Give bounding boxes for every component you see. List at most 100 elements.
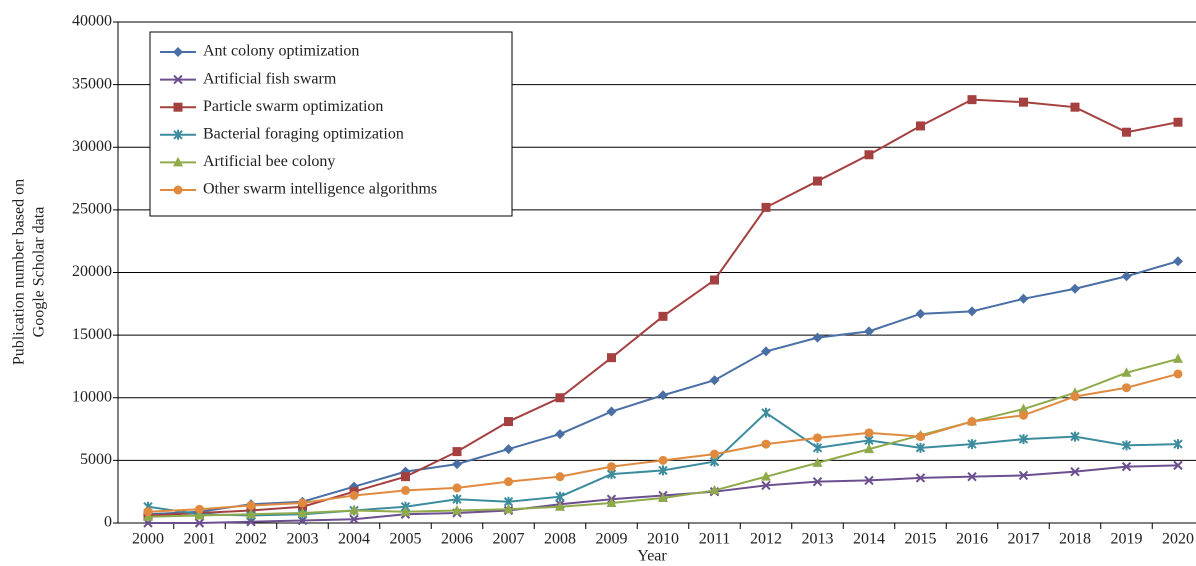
marker bbox=[864, 150, 874, 160]
x-tick-label: 2005 bbox=[390, 531, 422, 548]
marker bbox=[401, 472, 410, 482]
x-tick-label: 2004 bbox=[338, 531, 370, 548]
marker bbox=[1018, 434, 1029, 445]
marker bbox=[915, 473, 926, 483]
marker bbox=[555, 393, 565, 403]
y-tick-label: 5000 bbox=[80, 451, 112, 468]
marker bbox=[452, 504, 462, 515]
marker bbox=[607, 462, 616, 472]
marker bbox=[452, 447, 462, 457]
marker bbox=[709, 484, 720, 495]
marker bbox=[298, 498, 307, 508]
x-tick-label: 2013 bbox=[802, 531, 834, 548]
marker bbox=[761, 471, 771, 481]
x-tick-label: 2000 bbox=[132, 531, 164, 548]
marker bbox=[452, 459, 462, 470]
marker bbox=[349, 514, 359, 524]
marker bbox=[1122, 127, 1131, 137]
marker bbox=[1173, 256, 1183, 267]
marker bbox=[1121, 440, 1132, 451]
marker bbox=[1019, 97, 1028, 107]
marker bbox=[503, 444, 514, 455]
x-tick-label: 2020 bbox=[1162, 531, 1194, 548]
marker bbox=[173, 129, 183, 140]
x-tick-label: 2008 bbox=[544, 531, 576, 548]
marker bbox=[1070, 391, 1080, 401]
marker bbox=[194, 509, 205, 520]
marker bbox=[1019, 410, 1028, 420]
marker bbox=[194, 518, 205, 528]
marker bbox=[709, 375, 720, 386]
y-tick-label: 0 bbox=[104, 514, 112, 531]
marker bbox=[173, 185, 183, 195]
marker bbox=[916, 432, 925, 442]
x-tick-label: 2015 bbox=[905, 531, 937, 548]
x-tick-label: 2019 bbox=[1111, 531, 1143, 548]
marker bbox=[1173, 117, 1183, 127]
legend-label: Ant colony optimization bbox=[203, 43, 359, 60]
x-tick-label: 2002 bbox=[235, 531, 267, 548]
y-tick-label: 15000 bbox=[72, 326, 112, 343]
marker bbox=[1173, 460, 1183, 471]
marker bbox=[710, 449, 719, 459]
marker bbox=[1121, 461, 1132, 472]
y-tick-label: 40000 bbox=[72, 13, 112, 30]
legend-box bbox=[149, 31, 513, 217]
x-tick-label: 2016 bbox=[956, 531, 988, 548]
marker bbox=[1173, 369, 1183, 379]
x-tick-label: 2003 bbox=[287, 531, 319, 548]
marker bbox=[1018, 470, 1029, 481]
x-tick-label: 2011 bbox=[699, 531, 730, 548]
marker bbox=[555, 491, 565, 502]
y-tick-label: 10000 bbox=[72, 388, 112, 405]
marker bbox=[452, 494, 462, 505]
x-axis-label: Year bbox=[637, 548, 667, 565]
marker bbox=[452, 483, 462, 493]
marker bbox=[246, 500, 256, 510]
marker bbox=[1121, 271, 1132, 282]
marker bbox=[1122, 383, 1131, 393]
marker bbox=[400, 506, 411, 516]
marker bbox=[504, 417, 513, 427]
marker bbox=[658, 390, 668, 401]
x-tick-label: 2017 bbox=[1008, 531, 1040, 548]
marker bbox=[297, 507, 308, 517]
marker bbox=[1070, 466, 1080, 477]
marker bbox=[967, 471, 977, 482]
legend: Ant colony optimization Artificial fish s… bbox=[149, 31, 513, 217]
marker bbox=[173, 47, 183, 57]
y-tick-label: 30000 bbox=[72, 138, 112, 155]
y-tick-label: 20000 bbox=[72, 263, 112, 280]
marker bbox=[710, 275, 719, 285]
marker bbox=[761, 407, 771, 418]
marker bbox=[1018, 293, 1029, 304]
marker bbox=[967, 417, 977, 427]
marker bbox=[812, 476, 823, 487]
marker bbox=[349, 504, 359, 515]
marker bbox=[1173, 353, 1183, 363]
x-tick-label: 2006 bbox=[441, 531, 473, 548]
marker bbox=[812, 442, 823, 453]
marker bbox=[606, 406, 617, 417]
marker bbox=[658, 465, 668, 476]
marker bbox=[761, 346, 771, 357]
x-tick-label: 2001 bbox=[184, 531, 216, 548]
x-tick-label: 2018 bbox=[1059, 531, 1091, 548]
x-tick-label: 2009 bbox=[596, 531, 628, 548]
legend-label: Artificial fish swarm bbox=[203, 70, 337, 87]
marker bbox=[658, 311, 668, 321]
marker bbox=[864, 475, 874, 486]
marker bbox=[1070, 431, 1080, 442]
marker bbox=[967, 306, 977, 317]
marker bbox=[1121, 367, 1132, 377]
marker bbox=[555, 429, 565, 440]
y-tick-label: 25000 bbox=[72, 201, 112, 218]
marker bbox=[349, 490, 359, 500]
marker bbox=[812, 457, 823, 467]
marker bbox=[967, 95, 977, 105]
marker bbox=[246, 508, 256, 519]
marker bbox=[915, 442, 926, 453]
y-tick-label: 35000 bbox=[72, 75, 112, 92]
marker bbox=[658, 455, 668, 465]
